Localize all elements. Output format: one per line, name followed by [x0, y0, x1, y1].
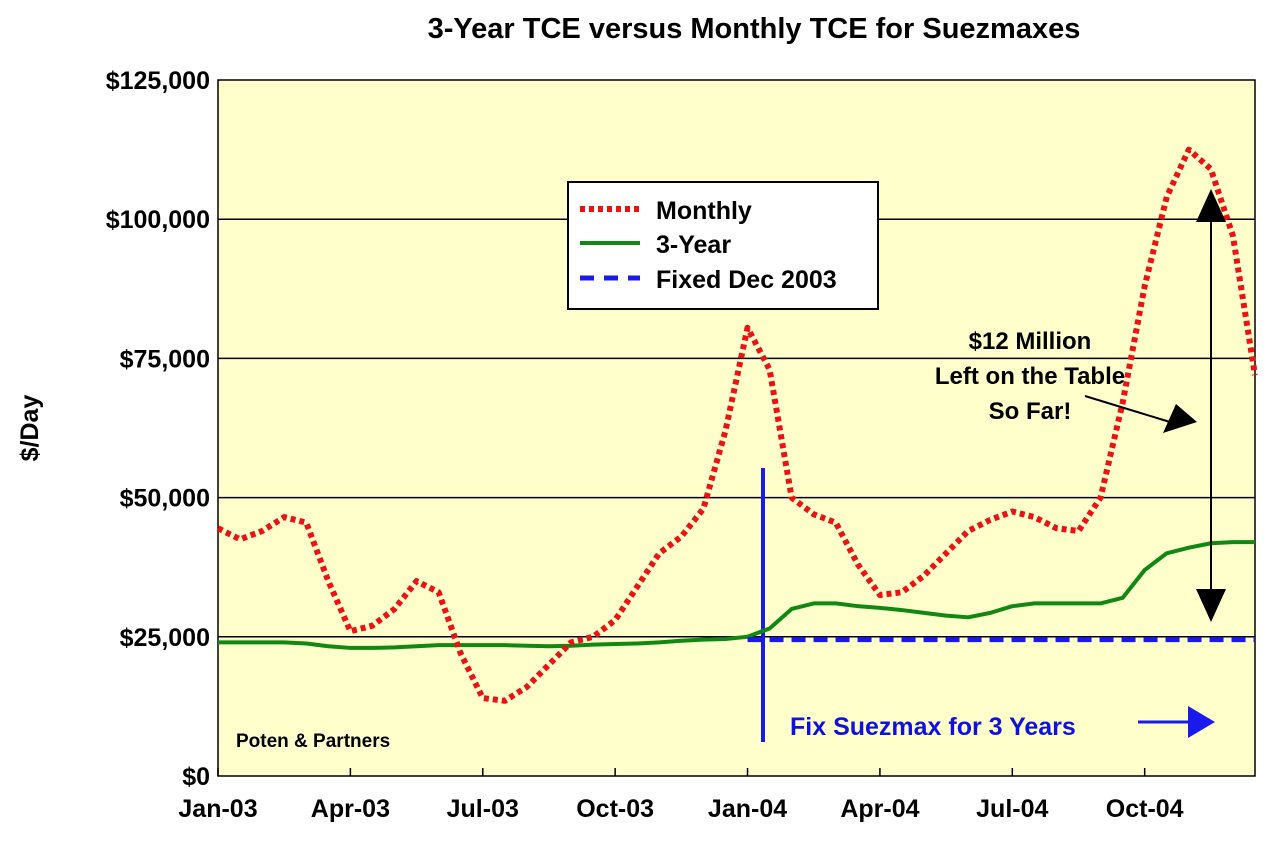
- y-tick-label: $125,000: [106, 67, 210, 95]
- x-tick-label: Apr-03: [311, 795, 390, 823]
- fix-note-text: Fix Suezmax for 3 Years: [790, 713, 1076, 741]
- annotation-line-3: So Far!: [989, 398, 1072, 425]
- y-axis: $0 $25,000 $50,000 $75,000 $100,000 $125,000: [106, 67, 210, 791]
- y-axis-label: $/Day: [16, 395, 44, 462]
- x-tick-label: Oct-04: [1106, 795, 1184, 823]
- series-layer: [216, 146, 1258, 704]
- y-tick-label: $50,000: [120, 485, 210, 513]
- left-on-table-annotation: $12 Million Left on the Table So Far!: [935, 189, 1226, 622]
- x-tick-label: Jul-03: [447, 795, 519, 823]
- x-tick-label: Oct-03: [576, 795, 654, 823]
- y-tick-label: $75,000: [120, 345, 210, 373]
- annotation-line-1: $12 Million: [969, 328, 1092, 355]
- fix-note: Fix Suezmax for 3 Years: [790, 706, 1215, 741]
- x-tick-label: Jan-04: [708, 795, 787, 823]
- y-tick-label: $0: [182, 763, 210, 791]
- legend-label-monthly: Monthly: [656, 197, 752, 225]
- gap-arrow-up-icon: [1196, 189, 1226, 222]
- legend-box: [567, 181, 879, 310]
- y-tick-label: $25,000: [120, 624, 210, 652]
- source-label: Poten & Partners: [236, 731, 390, 752]
- x-tick-label: Jul-04: [976, 795, 1048, 823]
- annotation-line-2: Left on the Table: [935, 363, 1125, 390]
- x-axis: Jan-03 Apr-03 Jul-03 Oct-03 Jan-04 Apr-04 Jul-…: [178, 768, 1184, 823]
- annotation-pointer-arrow: [1084, 395, 1171, 423]
- x-tick-label: Jan-03: [178, 795, 257, 823]
- annotation-pointer-arrowhead-icon: [1163, 404, 1197, 433]
- fix-note-arrow-icon: [1188, 706, 1215, 738]
- legend: Monthly 3-Year Fixed Dec 2003: [567, 181, 879, 310]
- legend-label-3year: 3-Year: [656, 231, 731, 259]
- chart-title: 3-Year TCE versus Monthly TCE for Suezma…: [428, 13, 1081, 45]
- legend-label-fixed: Fixed Dec 2003: [656, 266, 837, 294]
- series-3year-line: [218, 540, 1255, 650]
- y-tick-label: $100,000: [106, 206, 210, 234]
- x-tick-label: Apr-04: [840, 795, 919, 823]
- gap-arrow-down-icon: [1196, 589, 1226, 622]
